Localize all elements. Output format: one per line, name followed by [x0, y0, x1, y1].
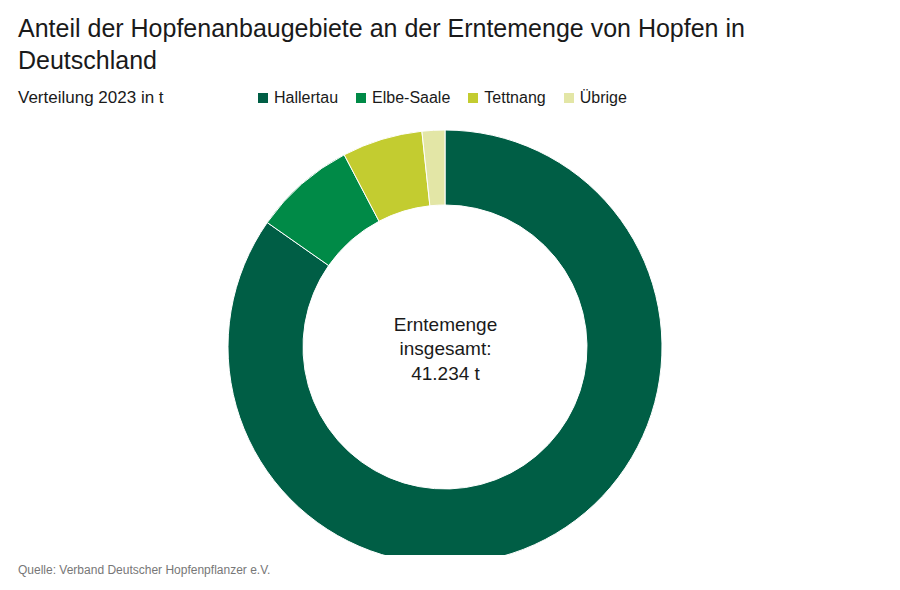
html-text:Übrige: Übrige	[579, 89, 627, 106]
html-text:Verteilung 2023 in t: Verteilung 2023 in t	[18, 88, 164, 107]
html-text:Hallertau: Hallertau	[274, 89, 338, 106]
svg-text:Erntemengeinsgesamt:41.234 t: Erntemengeinsgesamt:41.234 t	[394, 314, 498, 384]
html-text:Quelle: Verband Deutscher Hopf: Quelle: Verband Deutscher Hopfenpflanzer…	[18, 563, 271, 577]
html-text:Tettnang: Tettnang	[484, 89, 546, 106]
html-text:Elbe-Saale: Elbe-Saale	[372, 89, 451, 106]
html-text:Anteil der Hopfenanbaugebiete: Anteil der Hopfenanbaugebiete an der Ern…	[18, 14, 745, 74]
